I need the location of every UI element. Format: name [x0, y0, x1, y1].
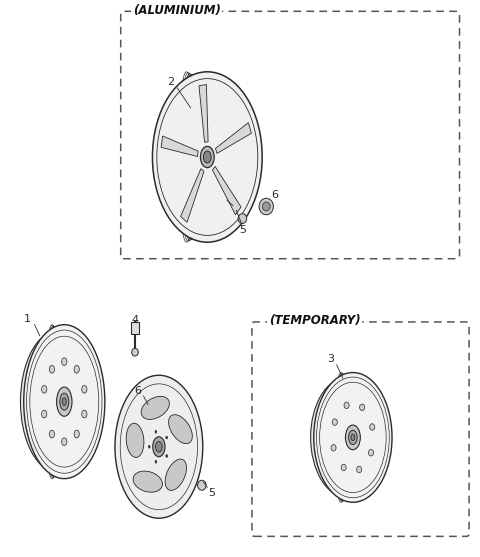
Ellipse shape	[204, 151, 211, 163]
Ellipse shape	[238, 214, 247, 223]
Ellipse shape	[57, 387, 72, 416]
Ellipse shape	[155, 431, 157, 433]
Ellipse shape	[62, 398, 66, 405]
Text: 3: 3	[327, 354, 334, 364]
Ellipse shape	[165, 459, 187, 490]
Polygon shape	[213, 167, 241, 215]
Ellipse shape	[132, 348, 138, 356]
Ellipse shape	[166, 436, 168, 439]
Ellipse shape	[82, 410, 87, 418]
Ellipse shape	[74, 365, 79, 373]
Ellipse shape	[262, 202, 270, 211]
Ellipse shape	[153, 437, 165, 457]
Polygon shape	[161, 136, 198, 157]
Ellipse shape	[126, 423, 144, 457]
Ellipse shape	[346, 425, 360, 449]
Text: (ALUMINIUM): (ALUMINIUM)	[132, 4, 220, 17]
Text: 6: 6	[134, 385, 141, 395]
Ellipse shape	[357, 466, 362, 473]
Ellipse shape	[168, 414, 192, 443]
Polygon shape	[199, 85, 208, 142]
Ellipse shape	[369, 449, 373, 456]
FancyBboxPatch shape	[131, 322, 139, 334]
Ellipse shape	[351, 434, 355, 441]
Text: 4: 4	[132, 315, 139, 325]
Ellipse shape	[82, 385, 87, 393]
Polygon shape	[180, 169, 204, 222]
Ellipse shape	[344, 402, 349, 409]
Ellipse shape	[201, 146, 214, 168]
Ellipse shape	[49, 365, 55, 373]
Ellipse shape	[74, 430, 79, 438]
Ellipse shape	[166, 455, 168, 457]
Ellipse shape	[60, 393, 69, 410]
Ellipse shape	[331, 444, 336, 451]
Ellipse shape	[155, 460, 157, 463]
Ellipse shape	[370, 424, 375, 430]
Ellipse shape	[314, 373, 392, 502]
Ellipse shape	[348, 430, 357, 444]
Ellipse shape	[259, 198, 274, 215]
Ellipse shape	[61, 358, 67, 365]
Polygon shape	[216, 123, 252, 153]
Ellipse shape	[332, 419, 337, 426]
Ellipse shape	[61, 438, 67, 446]
Text: 6: 6	[271, 190, 278, 201]
Ellipse shape	[49, 430, 55, 438]
Text: 5: 5	[239, 225, 246, 235]
Ellipse shape	[311, 378, 383, 497]
Text: 5: 5	[208, 488, 215, 499]
Ellipse shape	[141, 397, 169, 419]
Ellipse shape	[24, 325, 105, 478]
Text: 2: 2	[167, 77, 174, 87]
Text: 1: 1	[24, 314, 31, 324]
Ellipse shape	[148, 445, 150, 448]
Text: (TEMPORARY): (TEMPORARY)	[269, 315, 360, 328]
Ellipse shape	[21, 331, 95, 472]
Ellipse shape	[153, 72, 262, 242]
Ellipse shape	[133, 471, 162, 492]
Ellipse shape	[198, 480, 206, 490]
Ellipse shape	[360, 404, 365, 411]
Ellipse shape	[156, 441, 162, 452]
Ellipse shape	[115, 375, 203, 518]
Ellipse shape	[341, 464, 346, 471]
Ellipse shape	[42, 410, 47, 418]
Ellipse shape	[42, 385, 47, 393]
